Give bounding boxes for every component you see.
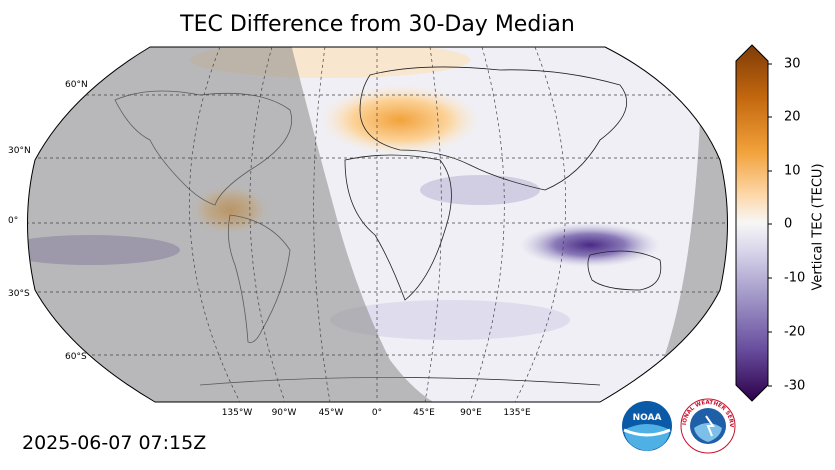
colorbar-tick-label: -30 bbox=[784, 378, 806, 394]
lat-label-0: 0° bbox=[8, 216, 19, 226]
tec-anomaly-negative bbox=[420, 175, 540, 205]
colorbar-tick-label: 30 bbox=[784, 56, 801, 72]
gridlines bbox=[27, 47, 728, 402]
timestamp: 2025-06-07 07:15Z bbox=[22, 432, 207, 454]
lon-label-135e: 135°E bbox=[503, 408, 531, 418]
colorbar-tick-label: 10 bbox=[784, 163, 801, 179]
night-region bbox=[27, 47, 450, 402]
lat-label-60s: 60°S bbox=[65, 352, 87, 362]
lat-label-30s: 30°S bbox=[8, 289, 30, 299]
tec-anomaly-positive bbox=[320, 85, 480, 155]
tec-anomaly-negative bbox=[330, 300, 570, 340]
world-map bbox=[27, 46, 728, 403]
colorbar-tick-label: 0 bbox=[784, 216, 793, 232]
lon-label-90w: 90°W bbox=[271, 408, 297, 418]
colorbar-tick-label: 20 bbox=[784, 109, 801, 125]
lat-label-60n: 60°N bbox=[65, 80, 88, 90]
map-title: TEC Difference from 30-Day Median bbox=[180, 12, 575, 37]
nws-logo: NATIONAL WEATHER SERVICE bbox=[680, 398, 736, 454]
colorbar-ticks bbox=[768, 63, 772, 387]
lon-label-45e: 45°E bbox=[413, 408, 435, 418]
tec-anomaly-negative bbox=[520, 223, 660, 267]
lon-label-135w: 135°W bbox=[221, 408, 253, 418]
noaa-logo-text: NOAA bbox=[633, 413, 662, 423]
colorbar-tick-label: -10 bbox=[784, 270, 806, 286]
colorbar bbox=[735, 44, 772, 402]
lon-label-90e: 90°E bbox=[460, 408, 482, 418]
lon-label-45w: 45°W bbox=[318, 408, 344, 418]
noaa-logo: NOAA bbox=[622, 401, 672, 451]
colorbar-tick-label: -20 bbox=[784, 324, 806, 340]
lon-label-0: 0° bbox=[371, 408, 383, 418]
lat-label-30n: 30°N bbox=[8, 146, 31, 156]
colorbar-label: Vertical TEC (TECU) bbox=[810, 163, 826, 291]
